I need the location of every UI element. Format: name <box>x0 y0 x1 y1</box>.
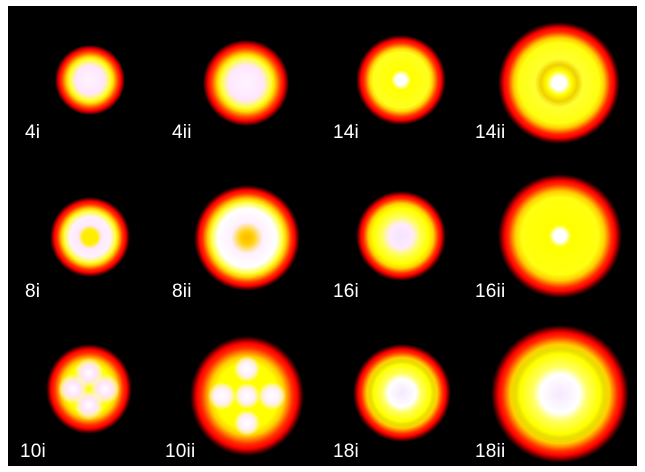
glow-4ii <box>203 40 289 126</box>
glow-10i-lobe-right <box>90 374 120 404</box>
panel-label-10ii: 10ii <box>165 441 196 462</box>
glow-10ii-lobe-right <box>258 382 286 410</box>
glow-18i <box>353 340 451 446</box>
glow-10ii <box>190 336 304 456</box>
panel-label-8i: 8i <box>25 281 41 302</box>
panel-label-14i: 14i <box>333 122 359 143</box>
glow-10i <box>46 344 132 434</box>
glow-14i <box>356 32 446 128</box>
panel-label-16i: 16i <box>333 281 359 302</box>
panel-label-8ii: 8ii <box>172 281 192 302</box>
glow-10ii-lobe-center <box>234 383 260 409</box>
glow-16ii <box>498 171 622 301</box>
glow-8i <box>50 196 130 278</box>
glow-4i <box>55 45 125 115</box>
panel-label-18ii: 18ii <box>475 441 506 462</box>
simulation-figure: 4i 4ii 14i 14ii 8i 8ii 16i 16ii 10i 10ii… <box>8 6 637 466</box>
glow-8ii <box>194 184 300 292</box>
glow-10i-lobe-left <box>58 374 88 404</box>
glow-14ii <box>498 18 620 148</box>
glow-10ii-lobe-bottom <box>232 410 262 436</box>
panel-label-16ii: 16ii <box>475 281 506 302</box>
glow-10ii-lobe-left <box>208 382 236 410</box>
panel-label-4ii: 4ii <box>172 122 192 143</box>
panel-label-18i: 18i <box>333 441 359 462</box>
glow-16i <box>356 186 446 286</box>
panel-label-4i: 4i <box>25 122 41 143</box>
panel-label-14ii: 14ii <box>475 122 506 143</box>
glow-10ii-lobe-top <box>232 356 262 382</box>
panel-label-10i: 10i <box>20 441 46 462</box>
glow-18ii <box>491 324 629 464</box>
